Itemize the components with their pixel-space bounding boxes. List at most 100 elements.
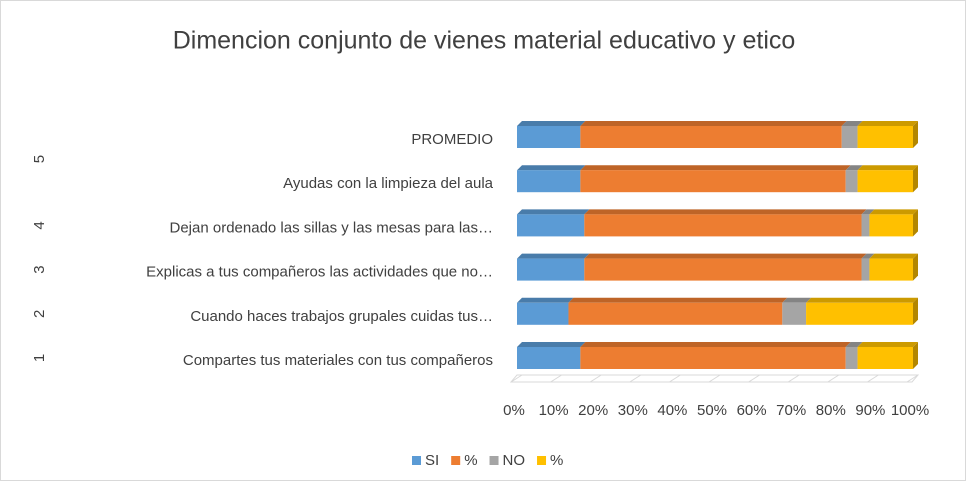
- bar-top: [841, 121, 863, 126]
- category-group-label: 2: [31, 310, 48, 318]
- bar-front: [861, 258, 870, 281]
- bar-segment: [517, 253, 590, 281]
- x-tick-mark: [669, 374, 681, 383]
- bar-front: [517, 258, 585, 281]
- bar-top: [869, 253, 918, 259]
- x-tick-mark: [827, 374, 840, 383]
- x-tick-label: 100%: [891, 402, 929, 419]
- x-tick-mark: [629, 374, 642, 383]
- bar-top: [517, 297, 574, 303]
- bar-top: [517, 342, 586, 347]
- bar-segment: [861, 253, 875, 281]
- bar-top: [845, 165, 863, 171]
- bar-side: [913, 297, 918, 325]
- x-tick-mark: [787, 374, 800, 383]
- bar-segment: [841, 121, 863, 148]
- bar-top: [857, 165, 918, 171]
- legend-label: %: [464, 452, 477, 469]
- y-tick-label: Dejan ordenado las sillas y las mesas pa…: [170, 219, 494, 236]
- bar-front: [857, 170, 913, 193]
- y-tick-label: Cuando haces trabajos grupales cuidas tu…: [190, 308, 493, 325]
- x-tick-mark: [748, 374, 760, 383]
- bar-top: [584, 209, 867, 215]
- bar-segment: [517, 209, 590, 237]
- bar-top: [806, 297, 918, 303]
- legend-label: NO: [503, 452, 526, 469]
- bar-top: [517, 253, 590, 259]
- bar-front: [580, 126, 842, 148]
- y-tick-label: Ayudas con la limpieza del aula: [283, 175, 494, 192]
- bar-segment: [580, 342, 851, 369]
- chart-title: Dimencion conjunto de vienes material ed…: [173, 27, 796, 55]
- bar-top: [517, 165, 586, 171]
- category-group-label: 4: [31, 221, 48, 229]
- bar-segment: [517, 121, 586, 148]
- bar-top: [861, 253, 875, 259]
- x-tick-mark: [708, 374, 721, 383]
- bar-top: [517, 209, 590, 215]
- x-tick-mark: [906, 374, 919, 383]
- bar-front: [869, 214, 913, 237]
- bar-front: [845, 170, 858, 193]
- bar-front: [517, 170, 581, 193]
- bar-segment: [869, 209, 918, 237]
- bar-front: [580, 170, 846, 193]
- bar-front: [857, 126, 913, 148]
- bar-top: [568, 297, 788, 303]
- bar-top: [857, 121, 918, 126]
- x-tick-mark: [510, 374, 523, 383]
- category-group-label: 3: [31, 265, 48, 273]
- x-tick-label: 30%: [618, 402, 648, 419]
- bar-side: [913, 342, 918, 369]
- bar-front: [861, 214, 870, 237]
- legend-label: %: [550, 452, 563, 469]
- x-tick-label: 10%: [539, 402, 569, 419]
- category-group-label: 1: [31, 354, 48, 362]
- bar-front: [806, 302, 913, 325]
- plot-floor: [509, 374, 920, 383]
- bar-segment: [580, 165, 851, 193]
- x-tick-label: 90%: [855, 402, 885, 419]
- x-tick-mark: [867, 374, 879, 383]
- bar-segment: [584, 253, 867, 281]
- bar-front: [857, 347, 913, 369]
- x-tick-label: 40%: [657, 402, 687, 419]
- bar-front: [517, 347, 581, 369]
- bar-segment: [857, 165, 918, 193]
- bar-front: [568, 302, 783, 325]
- bar-side: [913, 165, 918, 193]
- bar-front: [841, 126, 858, 148]
- bar-top: [869, 209, 918, 215]
- bar-front: [782, 302, 807, 325]
- bar-front: [517, 126, 581, 148]
- legend-swatch: [537, 456, 547, 465]
- x-tick-label: 50%: [697, 402, 727, 419]
- bar-front: [580, 347, 846, 369]
- y-tick-label: Compartes tus materiales con tus compañe…: [183, 352, 493, 369]
- y-tick-label: Explicas a tus compañeros las actividade…: [146, 264, 493, 281]
- bar-segment: [584, 209, 867, 237]
- bar-top: [861, 209, 875, 215]
- x-tick-mark: [550, 374, 562, 383]
- bar-segment: [806, 297, 918, 325]
- bar-side: [913, 253, 918, 281]
- bar-top: [584, 253, 867, 259]
- bar-segment: [580, 121, 847, 148]
- bar-top: [782, 297, 812, 303]
- bar-top: [857, 342, 918, 347]
- x-tick-mark: [589, 374, 602, 383]
- bar-top: [580, 121, 847, 126]
- bar-segment: [869, 253, 918, 281]
- legend-swatch: [412, 456, 421, 465]
- bar-segment: [845, 165, 863, 193]
- legend-swatch: [451, 456, 461, 465]
- bar-top: [580, 165, 851, 171]
- bar-top: [845, 342, 863, 347]
- x-tick-label: 60%: [737, 402, 767, 419]
- bar-segment: [782, 297, 812, 325]
- y-tick-label: PROMEDIO: [411, 131, 493, 148]
- legend-swatch: [489, 456, 499, 465]
- x-tick-label: 0%: [503, 402, 525, 419]
